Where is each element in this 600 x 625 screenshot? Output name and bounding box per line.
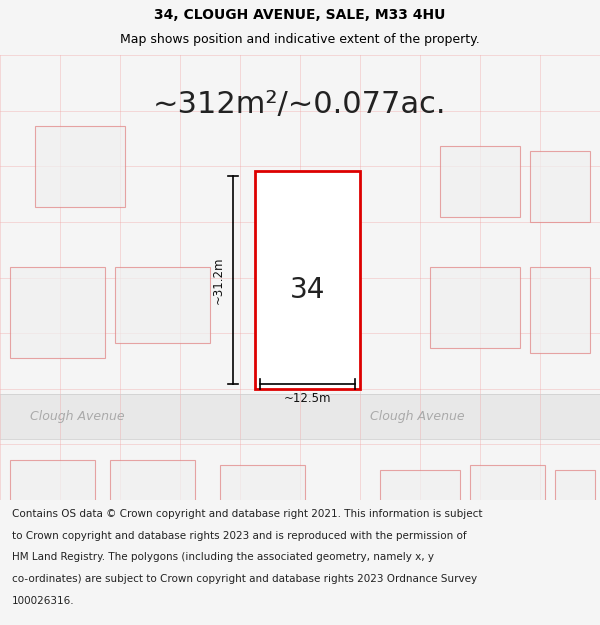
Text: to Crown copyright and database rights 2023 and is reproduced with the permissio: to Crown copyright and database rights 2… [12, 531, 467, 541]
Bar [430, 268, 520, 348]
Bar [470, 464, 545, 536]
Text: co-ordinates) are subject to Crown copyright and database rights 2023 Ordnance S: co-ordinates) are subject to Crown copyr… [12, 574, 477, 584]
Bar [380, 469, 460, 541]
Bar [115, 268, 210, 343]
Text: 100026316.: 100026316. [12, 596, 74, 606]
Text: ~31.2m: ~31.2m [212, 256, 225, 304]
Bar [10, 268, 105, 358]
Bar [110, 459, 195, 536]
Text: HM Land Registry. The polygons (including the associated geometry, namely x, y: HM Land Registry. The polygons (includin… [12, 552, 434, 562]
Bar [10, 459, 95, 541]
Bar [220, 464, 305, 541]
Bar [440, 146, 520, 217]
Text: ~312m²/~0.077ac.: ~312m²/~0.077ac. [153, 91, 447, 119]
Bar [0, 394, 600, 439]
Text: Clough Avenue: Clough Avenue [370, 410, 464, 423]
Text: 34, CLOUGH AVENUE, SALE, M33 4HU: 34, CLOUGH AVENUE, SALE, M33 4HU [154, 8, 446, 22]
Bar [255, 171, 360, 389]
Text: ~12.5m: ~12.5m [284, 392, 331, 405]
Bar [555, 469, 595, 541]
Text: Map shows position and indicative extent of the property.: Map shows position and indicative extent… [120, 33, 480, 46]
Text: Contains OS data © Crown copyright and database right 2021. This information is : Contains OS data © Crown copyright and d… [12, 509, 482, 519]
Text: 34: 34 [290, 276, 325, 304]
Bar [35, 126, 125, 207]
Bar [530, 268, 590, 353]
Text: Clough Avenue: Clough Avenue [30, 410, 125, 423]
Bar [530, 151, 590, 222]
